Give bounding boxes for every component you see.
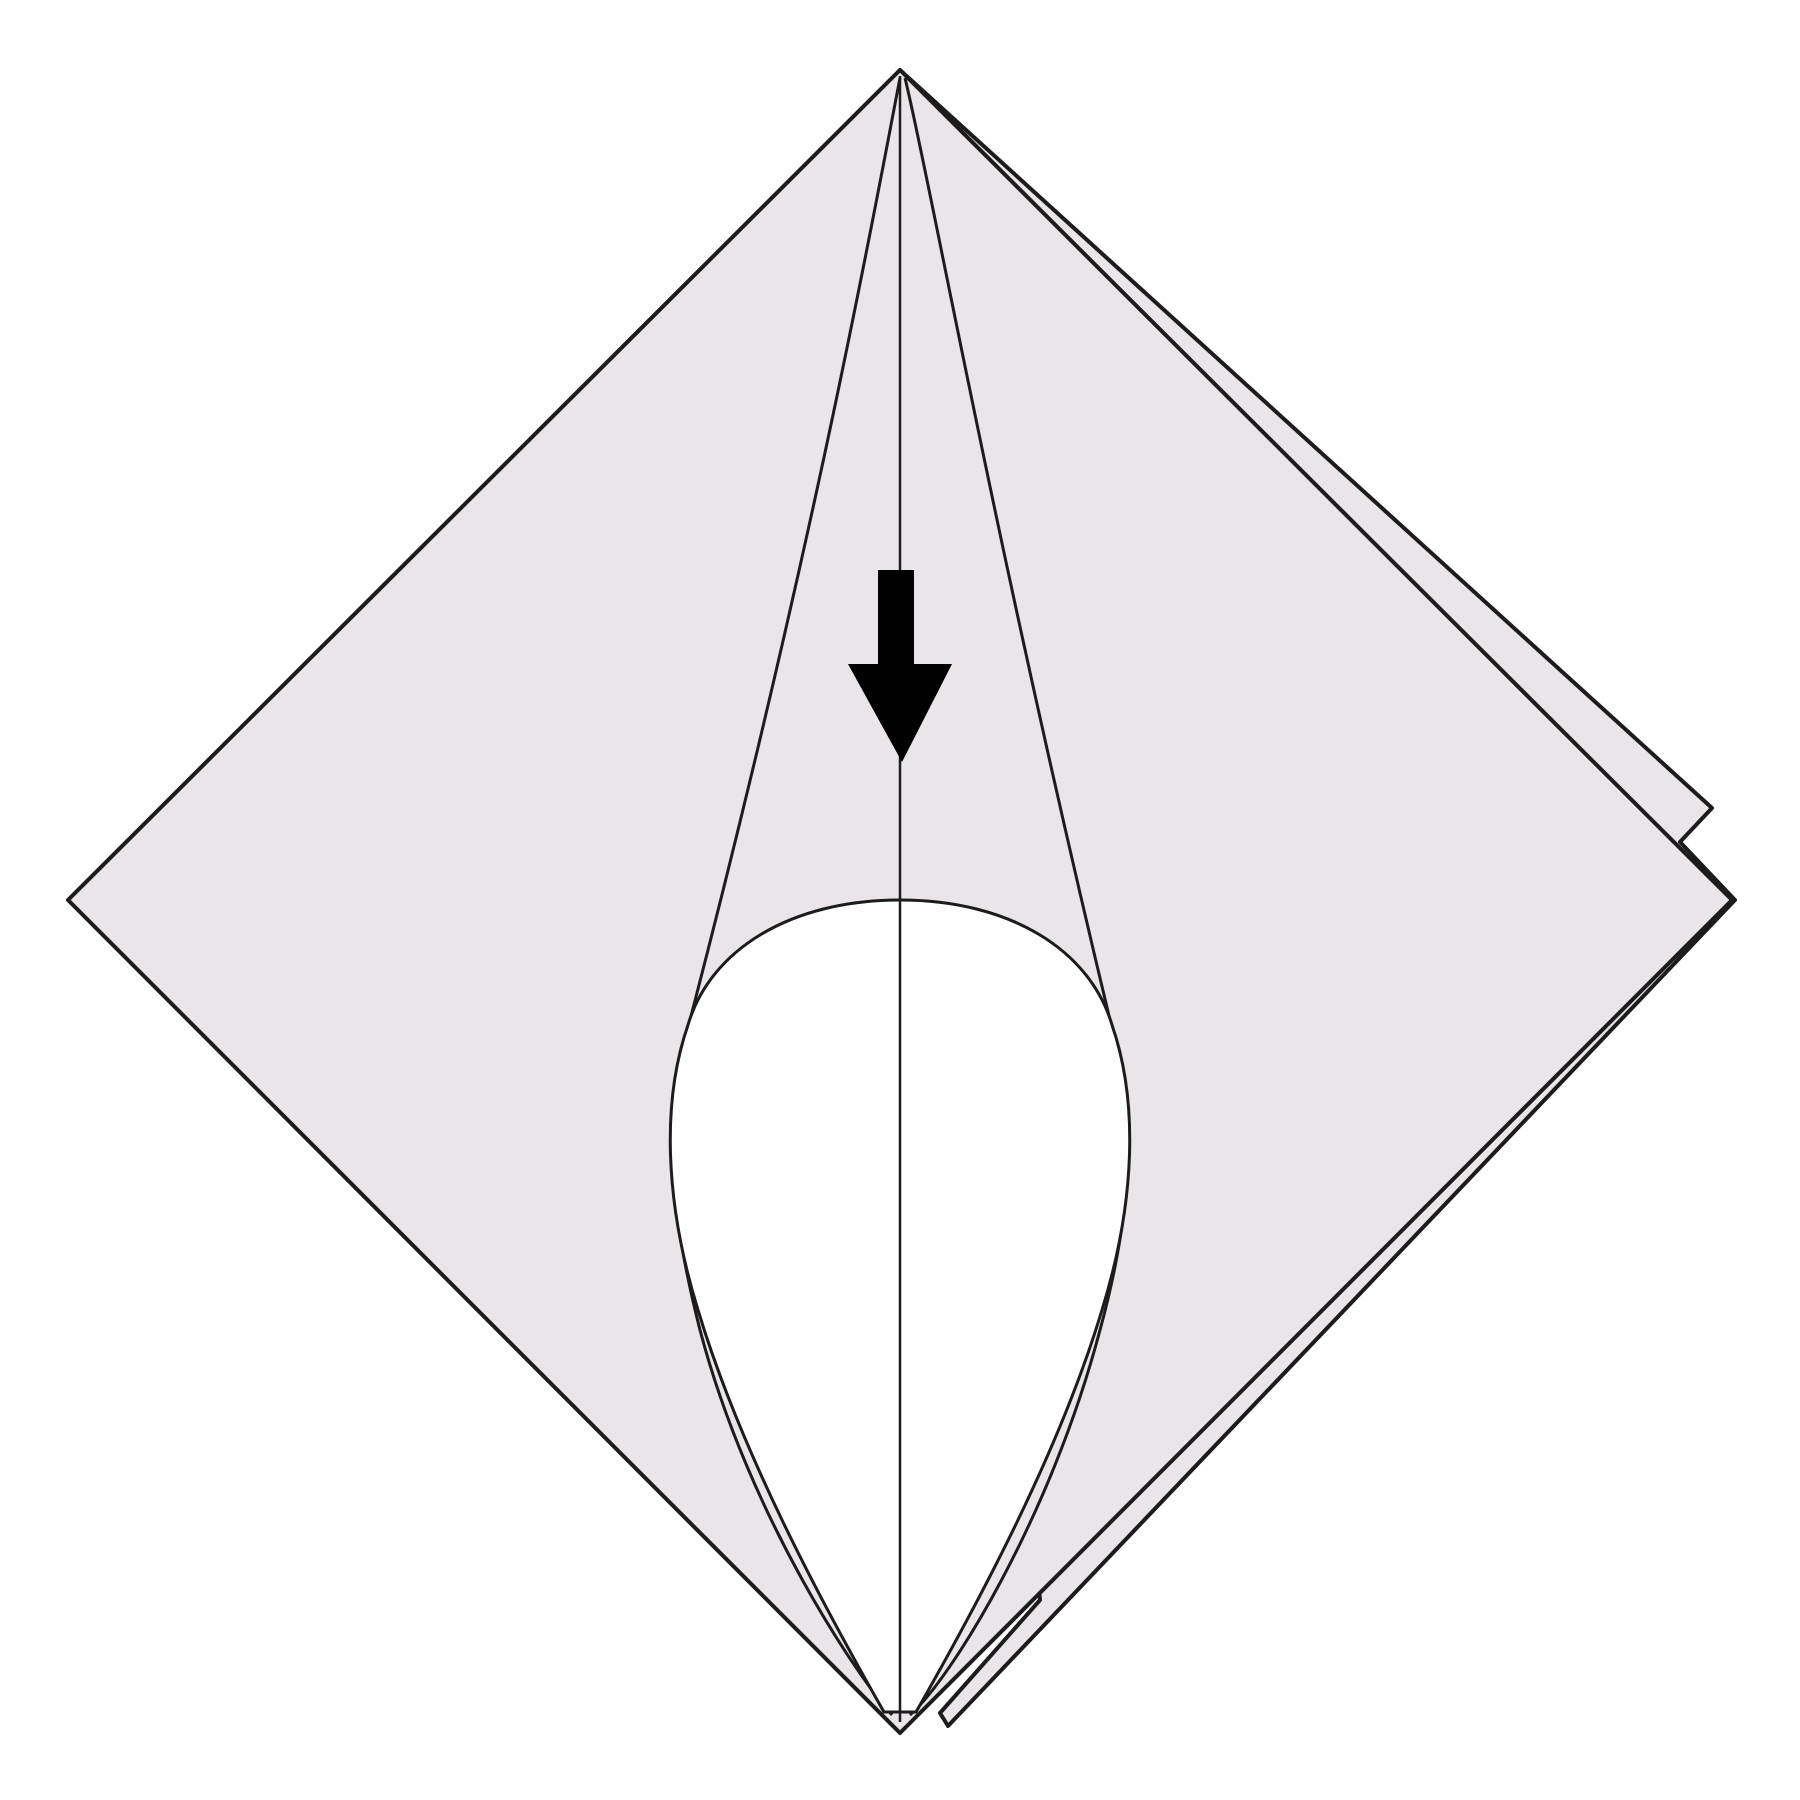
arrow-head — [848, 664, 952, 762]
arrow-down-icon — [848, 570, 952, 762]
